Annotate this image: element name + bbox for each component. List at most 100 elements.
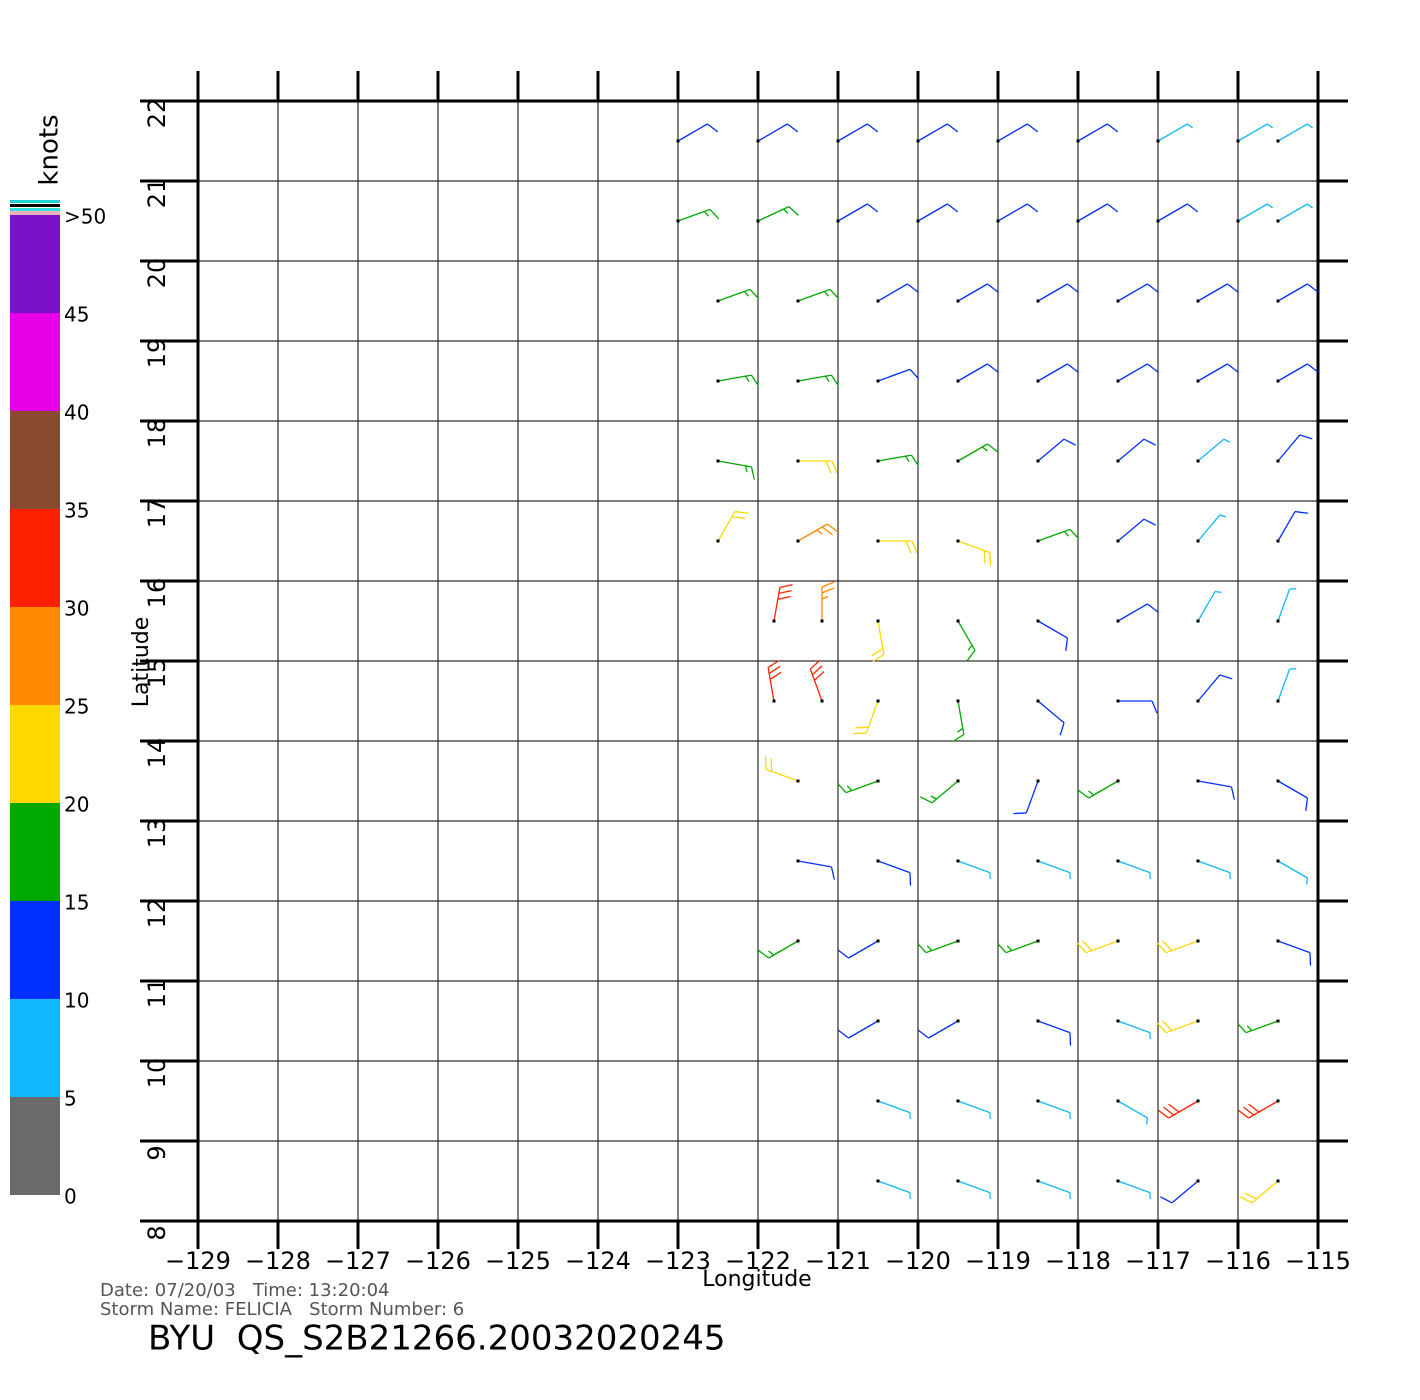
barb-dot [1036, 299, 1040, 303]
wind-barb [1277, 363, 1319, 382]
wind-barb [1237, 203, 1274, 222]
wind-barb [1240, 1180, 1279, 1204]
y-tick-label: 17 [143, 498, 171, 529]
barb-dot [796, 459, 800, 463]
wind-barb [1277, 434, 1313, 462]
plot-frame [196, 99, 1320, 1223]
barb-dot [1116, 299, 1120, 303]
colorbar-label: 30 [64, 597, 89, 621]
y-tick-label: 22 [143, 98, 171, 129]
wind-barb [1117, 860, 1151, 880]
barb-dot [796, 939, 800, 943]
wind-barb [773, 584, 793, 622]
cap-stripe [10, 200, 60, 203]
wind-barb [677, 208, 720, 222]
wind-barb [797, 860, 835, 880]
wind-barb [1197, 363, 1239, 382]
wind-barb [836, 780, 879, 794]
y-tick-label: 20 [143, 258, 171, 289]
wind-barb [717, 374, 760, 387]
wind-barb [1117, 1100, 1149, 1125]
barb-dot [1036, 939, 1040, 943]
product-id: BYU QS_S2B21266.20032020245 [148, 1319, 726, 1359]
barb-dot [1276, 139, 1280, 143]
wind-barb [1117, 603, 1159, 622]
barb-dot [1196, 859, 1200, 863]
barb-dot [1036, 619, 1040, 623]
wind-barb [767, 659, 782, 702]
colorbar-title: knots [35, 114, 65, 185]
wind-barb [1013, 780, 1039, 815]
barb-dot [876, 619, 880, 623]
wind-barb [957, 1100, 991, 1120]
wind-barb [1117, 438, 1156, 462]
wind-barb [957, 283, 999, 302]
colorbar-label: 40 [64, 401, 89, 425]
barb-dot [1196, 1179, 1200, 1183]
barb-dot [956, 1019, 960, 1023]
y-tick-label: 12 [143, 898, 171, 929]
barb-dot [796, 859, 800, 863]
wind-barb [1037, 620, 1069, 651]
barb-dot [1196, 299, 1200, 303]
barb-dot [1276, 619, 1280, 623]
wind-barb [809, 659, 825, 702]
barb-dot [1116, 539, 1120, 543]
barb-dot [1116, 459, 1120, 463]
barb-dot [1036, 1019, 1040, 1023]
barb-dot [716, 539, 720, 543]
barb-dot [956, 859, 960, 863]
barb-dot [1156, 219, 1160, 223]
barb-dot [1116, 779, 1120, 783]
wind-barb [717, 510, 748, 542]
colorbar-label: 20 [64, 793, 89, 817]
barb-dot [956, 539, 960, 543]
colorbar-band [10, 607, 60, 705]
barb-dot [1276, 299, 1280, 303]
barb-dot [916, 219, 920, 223]
barb-dot [876, 1019, 880, 1023]
wind-barb [1277, 940, 1312, 966]
barb-dot [1076, 139, 1080, 143]
barb-dot [1036, 699, 1040, 703]
wind-barb [957, 363, 999, 382]
wind-barb [916, 940, 959, 954]
wind-barb [1077, 123, 1119, 142]
colorbar-label: 5 [64, 1087, 77, 1111]
wind-barb [1160, 1180, 1199, 1204]
wind-barb [997, 203, 1039, 222]
barb-dot [1276, 1179, 1280, 1183]
wind-barb [1037, 700, 1065, 736]
wind-barb [717, 288, 760, 302]
wind-barb [1117, 1180, 1151, 1200]
x-tick-label: −122 [725, 1247, 791, 1275]
y-tick-label: 8 [143, 1225, 171, 1240]
wind-barb [1236, 1020, 1279, 1034]
x-tick-label: −123 [645, 1247, 711, 1275]
info-line: Date: 07/20/03 Time: 13:20:04 [100, 1280, 390, 1301]
wind-barb [917, 123, 959, 142]
wind-barb [837, 1020, 879, 1039]
barb-dot [756, 139, 760, 143]
colorbar-band [10, 1097, 60, 1195]
wind-barb [757, 123, 799, 142]
wind-barb [1037, 860, 1071, 880]
wind-barb [1197, 438, 1231, 462]
colorbar-band [10, 509, 60, 607]
barb-dot [716, 299, 720, 303]
wind-barb [797, 288, 840, 302]
barb-dot [1196, 379, 1200, 383]
wind-barb [957, 540, 992, 566]
wind-barb [957, 620, 976, 662]
barb-dot [956, 459, 960, 463]
wind-barb [757, 206, 799, 222]
y-tick-label: 13 [143, 818, 171, 849]
wind-barb [1037, 438, 1076, 462]
barb-dot [836, 139, 840, 143]
wind-barb [1117, 1020, 1151, 1040]
wind-barb [677, 123, 719, 142]
barb-dot [876, 779, 880, 783]
barb-dot [916, 139, 920, 143]
barb-dot [1116, 619, 1120, 623]
wind-barb [877, 454, 920, 467]
